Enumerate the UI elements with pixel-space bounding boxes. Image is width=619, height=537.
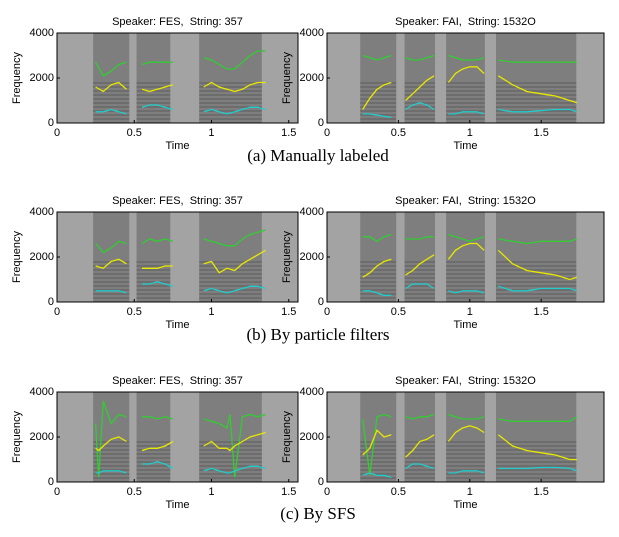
formant-track [362, 66, 578, 110]
y-tick-label: 4000 [30, 27, 54, 39]
x-axis-label: Time [453, 319, 477, 331]
x-tick-label: 0.5 [127, 127, 142, 139]
chart-title: Speaker: FES, String: 357 [112, 16, 243, 28]
x-axis-label: Time [165, 499, 189, 511]
formant-track [362, 242, 578, 281]
y-axis-label: Frequency [11, 52, 23, 104]
y-tick-label: 0 [48, 296, 54, 308]
x-tick-label: 0.5 [127, 306, 142, 318]
x-axis-label: Time [165, 319, 189, 331]
formant-track [362, 54, 577, 63]
x-tick-label: 1.5 [281, 127, 296, 139]
voiced-band [93, 212, 130, 302]
x-axis-label: Time [453, 140, 477, 152]
x-tick-label: 0 [54, 306, 60, 318]
y-tick-label: 4000 [300, 206, 324, 218]
x-axis-label: Time [165, 140, 189, 152]
x-tick-label: 1 [467, 306, 473, 318]
x-tick-label: 1 [208, 486, 214, 498]
y-tick-label: 4000 [30, 206, 54, 218]
x-tick-label: 1.5 [534, 306, 549, 318]
voiced-band [495, 392, 577, 482]
y-tick-label: 4000 [300, 27, 324, 39]
x-tick-label: 1 [208, 127, 214, 139]
voiced-band [495, 212, 577, 302]
x-tick-label: 1.5 [281, 306, 296, 318]
y-tick-label: 2000 [300, 251, 324, 263]
formant-track [95, 281, 266, 294]
y-axis-label: Frequency [11, 231, 23, 283]
y-tick-label: 2000 [30, 72, 54, 84]
chart-title: Speaker: FAI, String: 1532O [395, 16, 536, 28]
formant-track [362, 102, 578, 119]
x-tick-label: 1.5 [534, 127, 549, 139]
formant-track [362, 233, 578, 245]
voiced-band [136, 33, 171, 123]
voiced-band [199, 212, 262, 302]
x-tick-label: 1 [467, 486, 473, 498]
caption: (a) Manually labeled [247, 146, 389, 165]
formant-track [362, 425, 577, 461]
x-tick-label: 1.5 [534, 486, 549, 498]
y-axis-label: Frequency [11, 411, 23, 463]
x-tick-label: 1 [467, 127, 473, 139]
y-tick-label: 0 [318, 117, 324, 129]
voiced-band [136, 392, 171, 482]
chart-title: Speaker: FES, String: 357 [112, 195, 243, 207]
caption: (c) By SFS [280, 504, 356, 523]
formant-track [362, 283, 578, 296]
y-tick-label: 2000 [30, 431, 54, 443]
formant-track [95, 431, 266, 452]
chart-title: Speaker: FES, String: 357 [112, 375, 243, 387]
x-tick-label: 1 [208, 306, 214, 318]
y-tick-label: 2000 [300, 72, 324, 84]
x-tick-label: 0.5 [391, 127, 406, 139]
y-axis-label: Frequency [281, 52, 293, 104]
voiced-band [446, 212, 485, 302]
formant-track [94, 400, 266, 478]
y-tick-label: 0 [48, 476, 54, 488]
voiced-band [360, 33, 397, 123]
formant-track [95, 229, 266, 254]
formant-track [362, 413, 578, 476]
x-tick-label: 0 [324, 127, 330, 139]
x-tick-label: 0 [54, 486, 60, 498]
formant-track [95, 104, 266, 115]
voiced-band [360, 392, 397, 482]
voiced-band [199, 33, 262, 123]
x-tick-label: 0 [54, 127, 60, 139]
x-axis-label: Time [453, 499, 477, 511]
formant-track [95, 461, 266, 474]
x-tick-label: 1.5 [281, 486, 296, 498]
voiced-band [495, 33, 577, 123]
formant-track [95, 81, 266, 93]
y-tick-label: 0 [318, 296, 324, 308]
y-tick-label: 4000 [300, 386, 324, 398]
y-axis-label: Frequency [281, 411, 293, 463]
x-tick-label: 0.5 [127, 486, 142, 498]
voiced-band [136, 212, 171, 302]
formant-track [95, 50, 266, 77]
caption: (b) By particle filters [246, 325, 389, 344]
x-tick-label: 0 [324, 486, 330, 498]
x-tick-label: 0.5 [391, 306, 406, 318]
y-tick-label: 0 [48, 117, 54, 129]
x-tick-label: 0.5 [391, 486, 406, 498]
y-axis-label: Frequency [281, 231, 293, 283]
y-tick-label: 2000 [30, 251, 54, 263]
y-tick-label: 2000 [300, 431, 324, 443]
y-tick-label: 0 [318, 476, 324, 488]
x-tick-label: 0 [324, 306, 330, 318]
formant-track [362, 463, 578, 479]
chart-title: Speaker: FAI, String: 1532O [395, 195, 536, 207]
formant-track [95, 249, 266, 274]
voiced-band [93, 33, 130, 123]
chart-title: Speaker: FAI, String: 1532O [395, 375, 536, 387]
y-tick-label: 4000 [30, 386, 54, 398]
voiced-band [360, 212, 397, 302]
